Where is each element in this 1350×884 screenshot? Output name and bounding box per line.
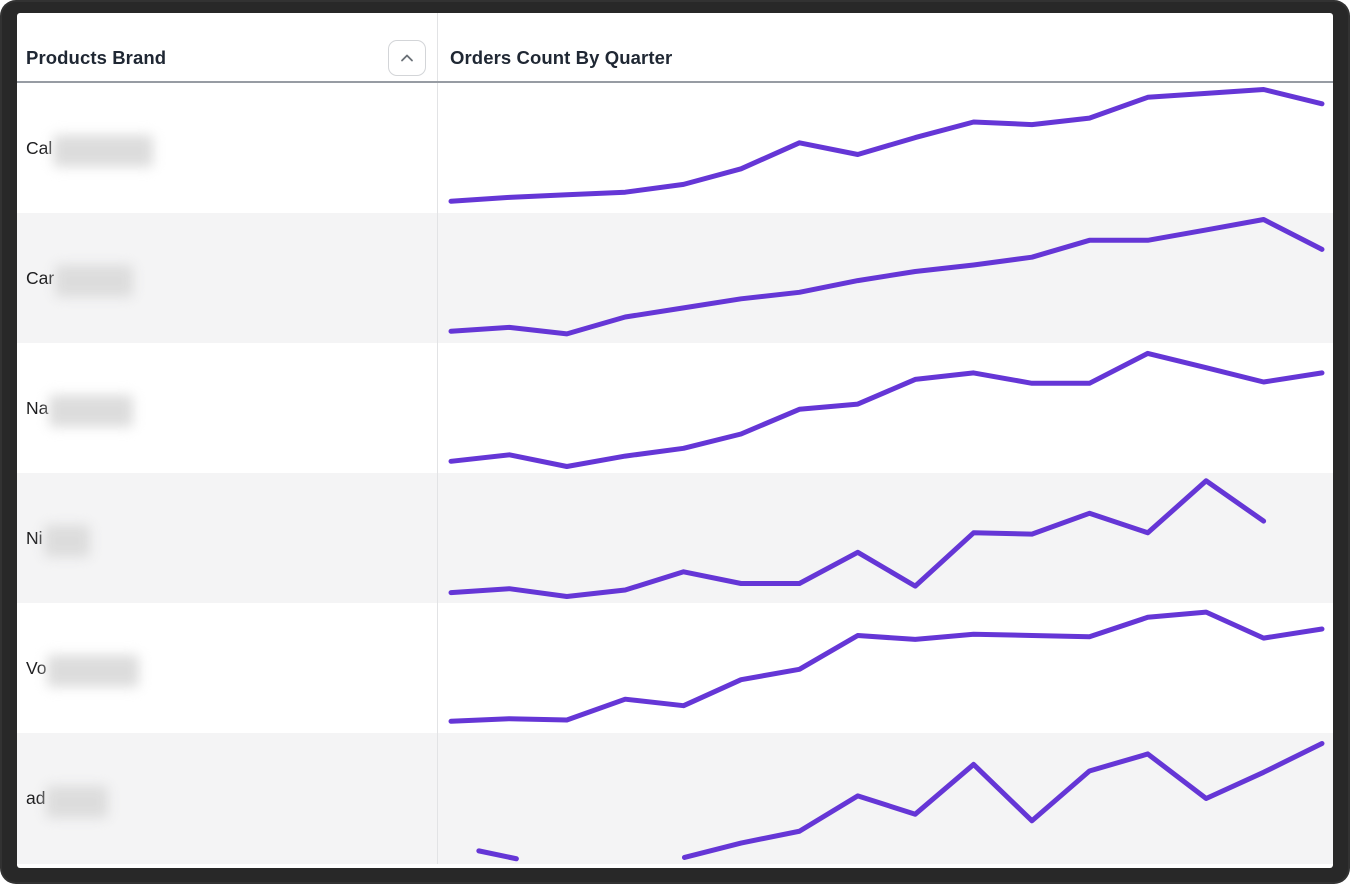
redacted-brand-blur [49, 395, 134, 427]
table-row: ad [17, 733, 1333, 864]
table-visualization: Products Brand Orders Count By Quarter C… [17, 13, 1333, 868]
table-header-row: Products Brand Orders Count By Quarter [17, 13, 1333, 83]
brand-cell: Vo [17, 603, 438, 733]
brand-cell: Ni [17, 473, 438, 603]
redacted-brand-blur [46, 785, 109, 818]
brand-label: Na [26, 397, 49, 418]
sparkline-path [476, 848, 519, 862]
table-row: Car [17, 213, 1333, 343]
column-header-products-brand[interactable]: Products Brand [17, 13, 438, 81]
brand-label: Ni [26, 527, 43, 548]
sparkline-path [681, 740, 1325, 860]
table-body: Cal Car Na Ni Vo ad [17, 83, 1333, 868]
brand-label: Car [26, 267, 55, 288]
brand-label: Cal [26, 137, 53, 158]
redacted-brand-blur [47, 655, 140, 687]
sparkline-path [448, 478, 1267, 599]
sparkline-cell [438, 213, 1333, 343]
sparkline-chart [448, 217, 1325, 337]
orders-count-header-label: Orders Count By Quarter [450, 47, 673, 68]
table-row: Vo [17, 603, 1333, 733]
sparkline-cell [438, 83, 1333, 213]
redacted-brand-blur [53, 135, 154, 167]
sparkline-cell [438, 733, 1333, 864]
column-header-orders-count[interactable]: Orders Count By Quarter [438, 13, 1333, 81]
sparkline-chart [448, 350, 1325, 469]
chevron-up-icon [399, 53, 415, 63]
products-brand-header-label: Products Brand [26, 47, 167, 68]
brand-cell: Na [17, 343, 438, 473]
brand-cell: ad [17, 733, 438, 864]
sparkline-path [448, 87, 1325, 204]
brand-label: Vo [26, 657, 47, 678]
sparkline-chart [448, 87, 1325, 204]
sparkline-chart [448, 609, 1325, 724]
sparkline-chart [448, 478, 1267, 599]
table-row: Ni [17, 473, 1333, 603]
table-row: Na [17, 343, 1333, 473]
redacted-brand-blur [55, 265, 134, 297]
sparkline-cell [438, 343, 1333, 473]
brand-cell: Car [17, 213, 438, 343]
sparkline-cell [438, 473, 1333, 603]
redacted-brand-blur [43, 525, 90, 557]
sort-ascending-button[interactable] [388, 40, 426, 76]
sparkline-path [448, 217, 1325, 337]
brand-cell: Cal [17, 83, 438, 213]
sparkline-chart [476, 740, 1325, 862]
brand-label: ad [26, 788, 46, 808]
sparkline-cell [438, 603, 1333, 733]
sparkline-path [448, 609, 1325, 724]
sparkline-path [448, 350, 1325, 469]
table-row: Cal [17, 83, 1333, 213]
